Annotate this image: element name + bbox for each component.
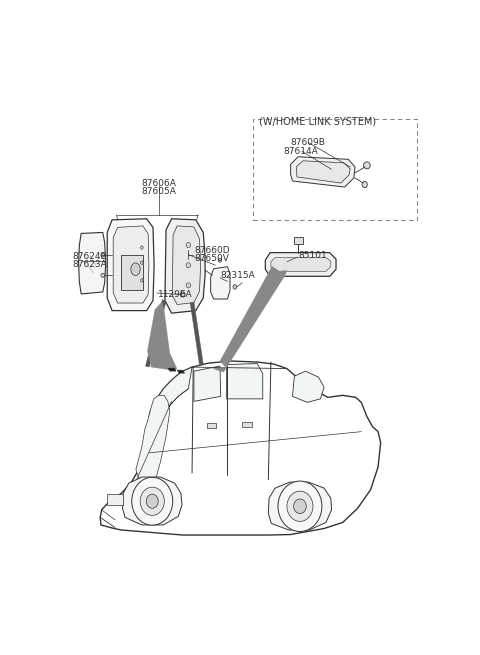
Polygon shape xyxy=(136,396,170,492)
Polygon shape xyxy=(168,368,176,371)
Ellipse shape xyxy=(218,258,222,262)
Text: 87623A: 87623A xyxy=(72,260,107,269)
Ellipse shape xyxy=(294,499,306,514)
Bar xyxy=(213,271,221,279)
Polygon shape xyxy=(113,226,149,303)
Polygon shape xyxy=(194,366,221,402)
Polygon shape xyxy=(122,477,182,525)
Ellipse shape xyxy=(131,263,140,276)
Polygon shape xyxy=(150,367,192,428)
Ellipse shape xyxy=(186,242,191,248)
Ellipse shape xyxy=(101,273,105,277)
Ellipse shape xyxy=(186,283,191,288)
Polygon shape xyxy=(211,267,230,299)
Bar xyxy=(207,422,216,428)
Text: 87624B: 87624B xyxy=(72,252,107,261)
Ellipse shape xyxy=(180,292,185,297)
Text: 1129EA: 1129EA xyxy=(157,290,192,299)
Text: (W/HOME LINK SYSTEM): (W/HOME LINK SYSTEM) xyxy=(259,117,376,126)
Text: 87660D: 87660D xyxy=(194,246,229,255)
Polygon shape xyxy=(213,266,287,372)
Ellipse shape xyxy=(363,162,370,169)
Text: 87614A: 87614A xyxy=(283,147,318,156)
Bar xyxy=(294,237,303,244)
Ellipse shape xyxy=(141,261,143,265)
Ellipse shape xyxy=(141,246,143,250)
Text: 87606A: 87606A xyxy=(142,179,177,187)
FancyBboxPatch shape xyxy=(253,119,417,220)
Ellipse shape xyxy=(141,278,143,282)
Polygon shape xyxy=(107,219,154,310)
Text: 87650V: 87650V xyxy=(194,254,229,263)
Ellipse shape xyxy=(140,487,164,515)
Text: 87605A: 87605A xyxy=(142,187,177,196)
Polygon shape xyxy=(268,482,332,530)
Ellipse shape xyxy=(186,263,191,268)
Polygon shape xyxy=(265,253,336,276)
Text: 82315A: 82315A xyxy=(221,271,255,280)
Polygon shape xyxy=(145,299,166,367)
Text: 87609B: 87609B xyxy=(290,138,325,147)
Ellipse shape xyxy=(233,285,237,289)
Ellipse shape xyxy=(132,477,173,525)
Bar xyxy=(121,255,143,290)
Ellipse shape xyxy=(287,491,313,521)
Ellipse shape xyxy=(278,481,322,531)
Polygon shape xyxy=(227,364,263,399)
Ellipse shape xyxy=(362,181,367,187)
Bar xyxy=(242,422,252,426)
Polygon shape xyxy=(79,233,106,294)
Polygon shape xyxy=(100,361,381,535)
Polygon shape xyxy=(292,371,324,402)
Polygon shape xyxy=(271,257,331,271)
Ellipse shape xyxy=(146,494,158,508)
Polygon shape xyxy=(172,226,201,305)
Polygon shape xyxy=(147,301,177,370)
Text: 85101: 85101 xyxy=(298,251,327,259)
Polygon shape xyxy=(177,370,185,373)
Ellipse shape xyxy=(101,253,105,257)
Polygon shape xyxy=(190,302,203,365)
Bar xyxy=(107,494,123,505)
Polygon shape xyxy=(290,157,355,187)
Polygon shape xyxy=(296,161,350,183)
Polygon shape xyxy=(165,219,205,313)
